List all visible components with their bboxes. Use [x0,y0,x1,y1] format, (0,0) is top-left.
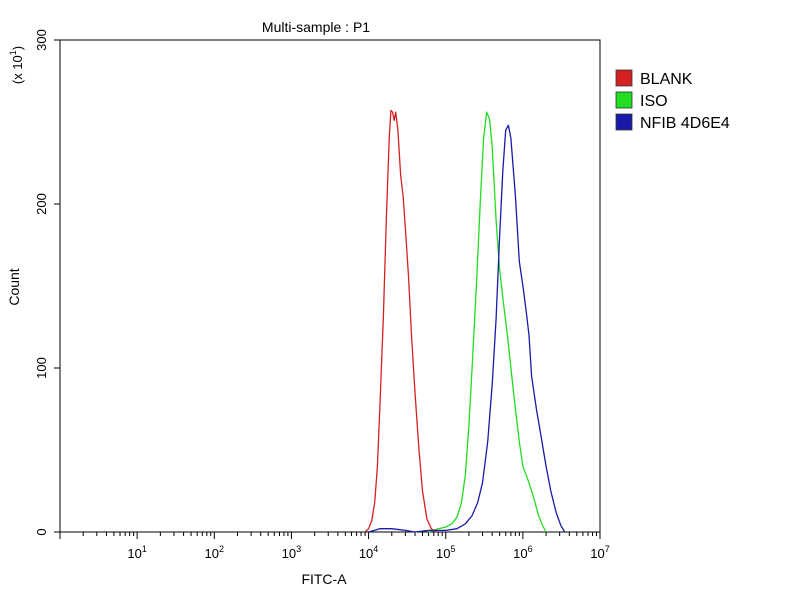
series-line-blank [364,109,437,533]
y-multiplier-exp: 1 [8,50,18,55]
x-tick-label: 101 [127,544,146,561]
legend: BLANK ISO NFIB 4D6E4 [615,69,730,132]
x-tick-label: 102 [205,544,224,561]
y-tick-label: 300 [34,29,49,51]
x-tick-label: 106 [513,544,532,561]
y-multiplier-label: (x 101) [8,46,25,84]
legend-swatch [615,91,633,109]
x-tick-label: 105 [436,544,455,561]
y-tick-label: 100 [34,357,49,379]
x-axis-label: FITC-A [301,571,347,587]
y-tick-label: 200 [34,193,49,215]
x-tick-label: 103 [282,544,301,561]
svg-text:(x 101): (x 101) [8,46,25,84]
x-tick-label: 104 [359,544,378,561]
y-multiplier-base: (x 10 [10,55,25,84]
legend-label: BLANK [640,71,693,88]
y-axis-label: Count [6,268,22,305]
y-axis-ticks: 0 100 200 300 [34,29,60,536]
plot-frame [59,39,601,533]
legend-swatch [615,69,633,87]
legend-swatch [615,113,633,131]
series-layer [364,109,566,533]
x-tick-label: 107 [590,544,609,561]
x-axis-ticks: 101 102 103 104 105 106 107 [59,532,610,561]
y-tick-label: 0 [34,528,49,535]
legend-label: ISO [640,93,668,110]
y-multiplier-close: ) [10,46,25,50]
series-line-iso [428,111,547,533]
legend-label: NFIB 4D6E4 [640,115,730,132]
chart-title: Multi-sample : P1 [262,19,370,35]
series-line-nfib-4d6e4 [368,124,566,533]
